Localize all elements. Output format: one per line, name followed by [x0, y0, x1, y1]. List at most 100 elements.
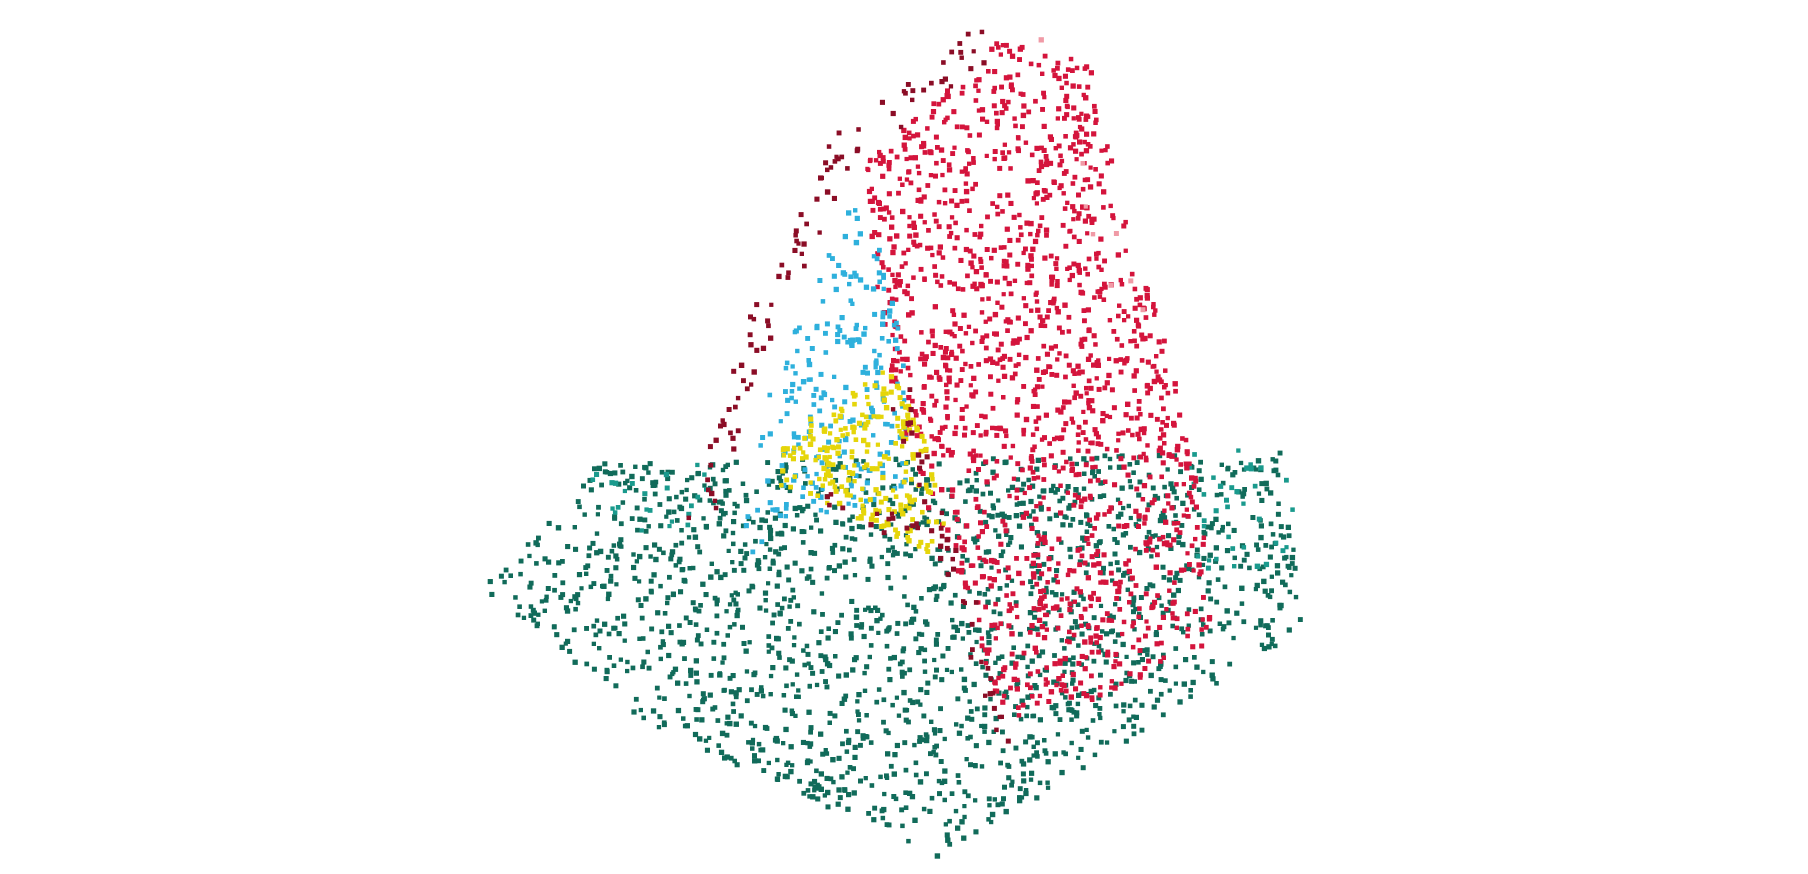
point-inner-wedge: [893, 474, 898, 479]
point-base-plane: [724, 721, 729, 726]
point-cone-face: [1160, 534, 1166, 540]
point-cone-face: [1174, 616, 1180, 622]
point-cone-face: [1157, 445, 1163, 451]
point-inner-core: [827, 481, 833, 486]
point-cone-face: [1060, 329, 1065, 335]
point-cone-face: [1078, 614, 1084, 619]
point-inner-wedge: [893, 337, 899, 343]
point-base-plane: [884, 643, 890, 649]
point-cone-face: [1092, 526, 1097, 531]
point-base-plane: [1092, 641, 1097, 646]
point-cone-face: [1187, 562, 1192, 567]
point-cone-face: [1039, 624, 1045, 630]
point-base-plane: [1284, 554, 1289, 560]
point-inner-wedge: [866, 468, 872, 473]
point-base-plane: [1213, 558, 1219, 564]
point-cone-face: [1030, 571, 1037, 577]
point-cone-face: [1105, 652, 1111, 658]
point-base-plane: [684, 487, 689, 493]
point-inner-core: [852, 479, 857, 484]
point-cone-face: [1029, 459, 1035, 464]
point-cone-face: [956, 535, 962, 540]
point-base-plane: [1082, 471, 1087, 476]
point-base-plane: [924, 737, 930, 744]
point-cone-face: [1061, 427, 1067, 433]
point-base-plane: [940, 653, 946, 659]
point-cone-face: [947, 280, 952, 285]
point-cone-face: [964, 404, 969, 409]
point-base-plane: [599, 482, 604, 488]
point-base-plane: [890, 702, 895, 708]
point-base-plane: [552, 573, 558, 578]
point-cone-face: [1001, 292, 1006, 297]
point-cone-face: [1088, 603, 1093, 609]
point-cone-face: [968, 383, 973, 388]
point-base-plane: [637, 579, 642, 584]
point-base-plane: [913, 547, 918, 552]
point-inner-core: [821, 465, 827, 472]
point-base-plane: [672, 666, 679, 672]
point-cone-face: [1128, 339, 1133, 344]
point-cone-face: [1152, 599, 1158, 605]
point-base-plane: [1027, 626, 1032, 632]
point-base-plane: [843, 574, 849, 580]
point-inner-wedge: [796, 442, 801, 447]
point-cone-edge: [985, 666, 991, 671]
point-cone-face: [932, 304, 938, 310]
point-cone-face: [1071, 234, 1077, 240]
point-inner-wedge: [818, 494, 824, 500]
point-base-highlight: [702, 472, 707, 477]
point-base-plane: [571, 627, 577, 633]
point-cone-face: [996, 569, 1001, 574]
point-inner-wedge: [902, 398, 907, 403]
point-inner-wedge: [758, 443, 763, 448]
point-cone-face: [1018, 225, 1023, 230]
point-cone-face: [1041, 343, 1047, 349]
point-cone-face: [1093, 515, 1100, 521]
point-base-plane: [856, 692, 862, 698]
point-cone-face: [994, 473, 999, 478]
point-base-plane: [775, 485, 781, 490]
point-cone-face: [1118, 456, 1124, 462]
point-base-plane: [616, 481, 622, 487]
point-base-plane: [582, 512, 587, 517]
point-cone-edge: [890, 407, 896, 412]
point-cone-face: [1038, 589, 1044, 594]
point-base-plane: [1263, 480, 1269, 487]
point-cone-face: [1072, 371, 1077, 376]
point-base-plane: [1126, 717, 1132, 723]
point-base-highlight: [612, 510, 618, 515]
point-base-plane: [639, 476, 645, 482]
point-cone-face: [1001, 395, 1006, 400]
point-cone-face: [1071, 261, 1077, 267]
point-base-plane: [534, 623, 540, 629]
point-cone-face: [991, 103, 997, 109]
point-cone-face: [1014, 495, 1019, 501]
point-cone-face: [986, 296, 991, 301]
point-base-plane: [1103, 659, 1109, 665]
point-cone-face: [1093, 167, 1098, 172]
point-base-plane: [1256, 491, 1262, 496]
point-cone-face: [982, 414, 988, 420]
point-cone-face: [997, 425, 1003, 431]
point-inner-core: [861, 510, 867, 516]
point-cone-face: [992, 69, 998, 75]
point-base-plane: [749, 687, 754, 693]
point-cone-face: [891, 358, 896, 363]
point-base-plane: [651, 572, 657, 578]
point-cone-edge: [804, 221, 809, 227]
point-cone-face: [1188, 494, 1194, 500]
point-cone-face: [937, 244, 943, 250]
point-cone-face: [1013, 363, 1019, 368]
point-cone-edge: [826, 144, 832, 149]
point-cone-face: [944, 382, 949, 388]
point-base-plane: [1220, 626, 1226, 632]
point-cone-face: [1149, 500, 1155, 506]
point-cone-face: [1135, 322, 1141, 327]
point-cone-face: [876, 232, 882, 238]
point-base-highlight: [1290, 507, 1295, 512]
point-base-plane: [1180, 500, 1186, 506]
point-cone-face: [1077, 270, 1082, 275]
point-base-plane: [863, 776, 868, 781]
point-base-plane: [1004, 583, 1009, 588]
